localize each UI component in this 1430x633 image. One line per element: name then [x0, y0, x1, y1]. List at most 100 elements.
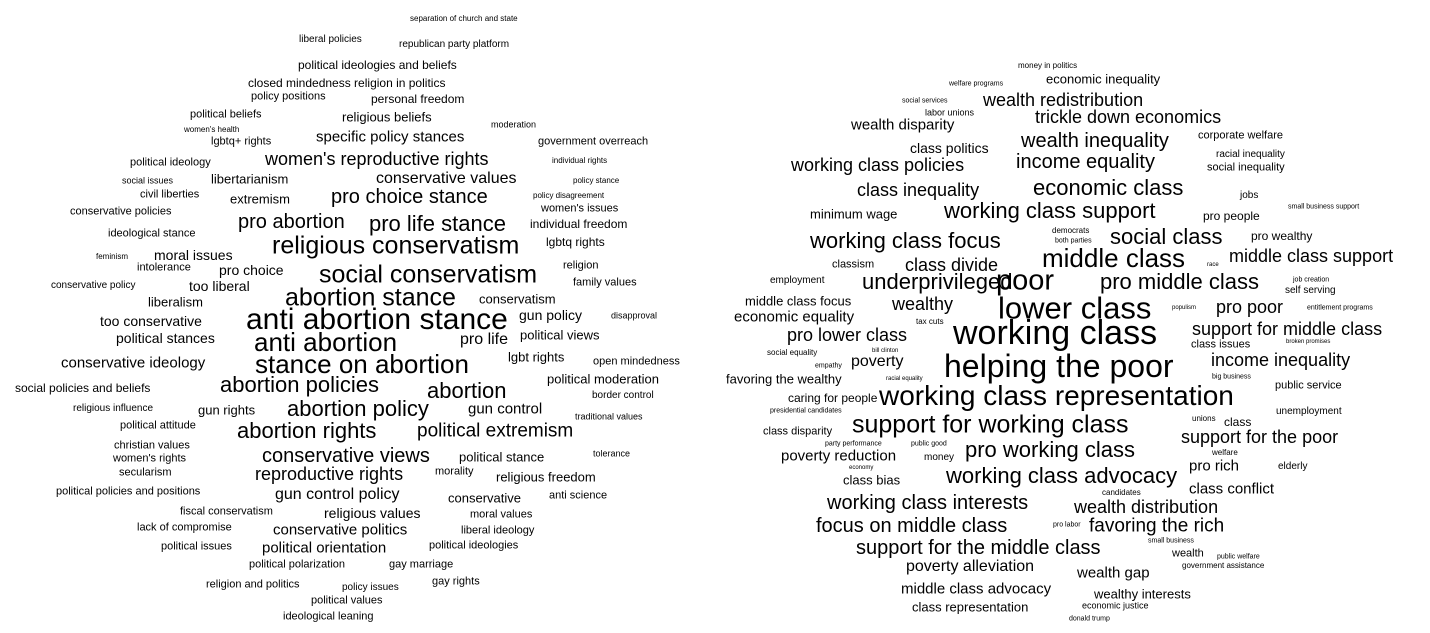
word-right-unemployment: unemployment [1276, 406, 1342, 417]
word-right-racial-inequality: racial inequality [1216, 149, 1285, 160]
word-left-pro-life-stance: pro life stance [369, 211, 506, 236]
word-right-pro-people: pro people [1203, 209, 1260, 223]
word-right-working-class: working class [953, 314, 1158, 352]
word-left-women-s-rights: women's rights [113, 452, 187, 465]
word-left-lgbtq-rights: lgbtq+ rights [211, 135, 272, 148]
word-right-pro-lower-class: pro lower class [787, 325, 908, 345]
word-left-feminism: feminism [96, 252, 129, 261]
word-left-abortion-policies: abortion policies [220, 372, 379, 397]
word-left-conservative-politics: conservative politics [273, 521, 408, 539]
word-right-unions: unions [1192, 414, 1216, 423]
word-right-empathy: empathy [815, 362, 842, 370]
word-right-working-class-focus: working class focus [810, 228, 1001, 253]
word-left-too-conservative: too conservative [100, 313, 202, 329]
word-right-favoring-the-wealthy: favoring the wealthy [726, 371, 842, 387]
word-left-ideological-leaning: ideological leaning [283, 610, 374, 623]
word-left-political-moderation: political moderation [547, 371, 660, 387]
word-right-support-for-working-class: support for working class [852, 410, 1129, 439]
word-right-helping-the-poor: helping the poor [944, 348, 1174, 384]
word-left-religion-and-politics: religion and politics [206, 578, 300, 591]
word-right-broken-promises: broken promises [1286, 339, 1331, 345]
word-right-democrats: democrats [1052, 226, 1090, 235]
word-right-money-in-politics: money in politics [1018, 61, 1078, 70]
word-left-intolerance: intolerance [137, 261, 191, 274]
word-right-wealth: wealth [1172, 547, 1204, 560]
word-right-class-conflict: class conflict [1189, 480, 1275, 498]
word-right-pro-wealthy: pro wealthy [1251, 229, 1313, 243]
word-right-economic-justice: economic justice [1082, 600, 1149, 611]
word-left-policy-issues: policy issues [342, 582, 399, 593]
word-right-working-class-interests: working class interests [827, 492, 1029, 514]
word-right-bill-clinton: bill clinton [872, 348, 899, 354]
word-right-class-disparity: class disparity [763, 425, 833, 438]
word-left-social-conservatism: social conservatism [319, 260, 538, 289]
word-right-poverty: poverty [851, 353, 904, 370]
word-left-women-s-issues: women's issues [541, 202, 619, 215]
word-right-poor: poor [996, 264, 1055, 297]
word-left-moral-issues: moral issues [154, 247, 233, 263]
word-left-gun-control: gun control [468, 400, 543, 418]
word-left-political-ideologies-and-beliefs: political ideologies and beliefs [298, 58, 457, 72]
word-right-public-welfare: public welfare [1217, 553, 1260, 561]
word-left-family-values: family values [573, 276, 637, 289]
word-right-jobs: jobs [1240, 190, 1259, 201]
word-right-wealthy: wealthy [892, 294, 954, 314]
word-left-anti-abortion: anti abortion [254, 327, 398, 357]
word-left-pro-abortion: pro abortion [238, 211, 345, 233]
word-left-gay-marriage: gay marriage [389, 558, 454, 571]
word-left-individual-freedom: individual freedom [530, 217, 628, 231]
word-right-class-bias: class bias [843, 472, 901, 488]
word-right-minimum-wage: minimum wage [810, 206, 898, 222]
word-left-religion: religion [563, 259, 599, 272]
word-right-class-issues: class issues [1191, 338, 1251, 351]
word-left-border-control: border control [592, 390, 654, 401]
word-right-wealthy-interests: wealthy interests [1094, 586, 1191, 602]
word-left-political-attitude: political attitude [120, 419, 196, 432]
word-right-elderly: elderly [1278, 461, 1308, 472]
word-left-liberalism: liberalism [148, 294, 203, 310]
word-right-donald-trump: donald trump [1069, 615, 1110, 623]
word-left-political-polarization: political polarization [249, 558, 345, 571]
word-left-anti-abortion-stance: anti abortion stance [246, 303, 508, 336]
word-left-disapproval: disapproval [611, 310, 658, 321]
word-left-political-views: political views [520, 327, 600, 343]
word-right-race: race [1207, 262, 1219, 268]
word-right-working-class-support: working class support [944, 198, 1156, 223]
word-left-political-beliefs: political beliefs [190, 108, 262, 121]
word-left-conservative: conservative [448, 490, 521, 506]
word-right-government-assistance: government assistance [1182, 561, 1265, 570]
word-cloud-left: separation of church and state liberal po… [15, 14, 680, 623]
word-right-employment: employment [770, 275, 825, 286]
word-right-class-divide: class divide [905, 255, 999, 275]
word-left-abortion-stance: abortion stance [285, 283, 456, 312]
word-left-pro-choice: pro choice [219, 262, 284, 278]
word-right-both-parties: both parties [1055, 237, 1092, 245]
word-left-religious-influence: religious influence [73, 403, 154, 414]
word-left-open-mindedness: open mindedness [593, 355, 680, 368]
word-left-political-stances: political stances [116, 330, 215, 346]
word-right-racial-equality: racial equality [886, 376, 923, 382]
word-right-economic-inequality: economic inequality [1046, 71, 1161, 87]
word-right-lower-class: lower class [998, 290, 1152, 326]
word-right-big-business: big business [1212, 373, 1251, 381]
word-left-political-ideologies: political ideologies [429, 539, 519, 552]
word-left-ideological-stance: ideological stance [108, 227, 196, 240]
word-right-class-politics: class politics [910, 140, 989, 156]
word-left-social-policies-and-beliefs: social policies and beliefs [15, 381, 151, 395]
word-left-conservative-policy: conservative policy [51, 280, 136, 291]
word-left-tolerance: tolerance [593, 448, 631, 459]
word-left-conservative-views: conservative views [262, 445, 430, 467]
word-left-traditional-values: traditional values [575, 411, 643, 422]
word-left-religious-conservatism: religious conservatism [272, 231, 520, 260]
word-right-wealth-inequality: wealth inequality [1021, 130, 1169, 152]
word-right-poverty-reduction: poverty reduction [781, 447, 897, 465]
word-left-political-orientation: political orientation [262, 539, 387, 557]
word-left-secularism: secularism [119, 466, 172, 479]
word-left-policy-stance: policy stance [573, 176, 620, 185]
word-left-women-s-health: women's health [184, 125, 240, 134]
word-left-gun-rights: gun rights [198, 402, 256, 418]
word-right-welfare-programs: welfare programs [949, 80, 1004, 88]
word-left-separation-of-church-and-state: separation of church and state [410, 14, 518, 23]
word-right-corporate-welfare: corporate welfare [1198, 129, 1283, 142]
word-left-abortion: abortion [427, 378, 507, 403]
